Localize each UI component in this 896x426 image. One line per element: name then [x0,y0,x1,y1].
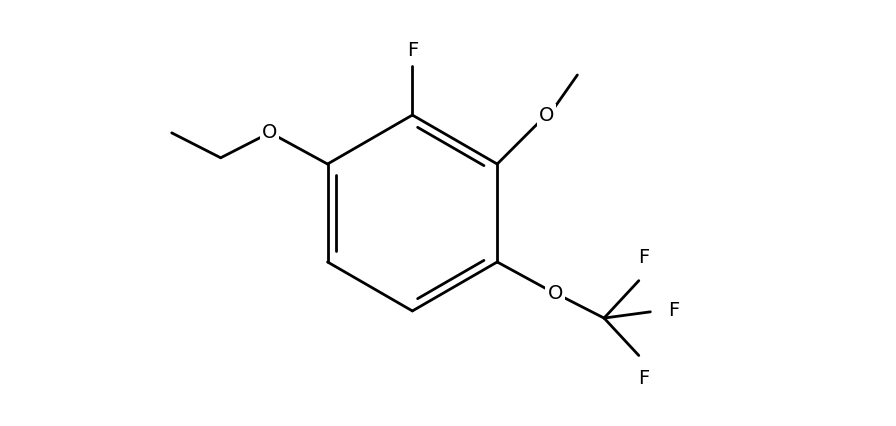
Text: F: F [407,40,418,60]
Text: O: O [262,124,278,142]
Text: O: O [547,284,563,302]
Text: O: O [538,106,554,124]
Text: F: F [639,369,650,388]
Text: F: F [668,302,679,320]
Text: F: F [639,248,650,267]
